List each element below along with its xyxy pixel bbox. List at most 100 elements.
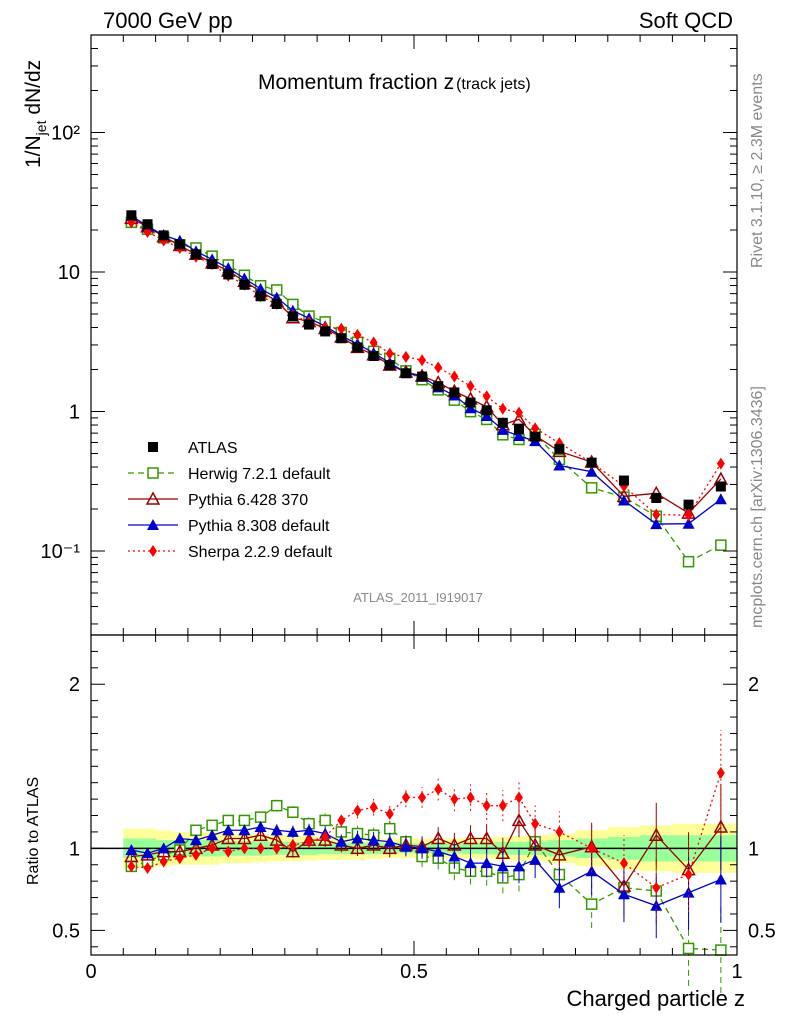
ratio-point-2-23 xyxy=(496,860,509,872)
main-point-2-26 xyxy=(553,459,566,471)
atlas-point-8 xyxy=(255,291,266,302)
ratio-point-3-30 xyxy=(684,868,693,881)
atlas-point-14 xyxy=(352,342,363,353)
legend-marker-4 xyxy=(149,545,157,557)
ratio-point-3-23 xyxy=(498,799,507,812)
ratio-point-3-14 xyxy=(353,804,362,817)
rtick-label-r-0: 0.5 xyxy=(748,920,776,942)
rivet-label: Rivet 3.1.10, ≥ 2.3M events xyxy=(749,73,766,268)
header-group: Soft QCD xyxy=(639,8,733,33)
main-point-3-18 xyxy=(418,354,427,367)
header-beam: 7000 GeV pp xyxy=(103,8,233,33)
ratio-point-3-22 xyxy=(482,799,491,812)
ratio-point-3-4 xyxy=(191,848,200,861)
legend-label-1: Herwig 7.2.1 default xyxy=(188,466,331,483)
atlas-point-17 xyxy=(400,368,411,379)
legend-label-2: Pythia 6.428 370 xyxy=(188,492,308,509)
atlas-point-21 xyxy=(465,397,476,408)
plot-title-main: Momentum fraction z xyxy=(258,71,454,94)
ratio-point-2-1 xyxy=(141,847,154,859)
ratio-point-3-21 xyxy=(466,791,475,804)
atlas-point-24 xyxy=(513,423,524,434)
ratio-point-0-9 xyxy=(270,799,283,812)
ratio-point-3-20 xyxy=(450,793,459,806)
main-point-3-17 xyxy=(401,350,410,363)
xtick-label-1: 0.5 xyxy=(400,961,428,983)
ratio-point-1-16 xyxy=(382,840,398,855)
xtick-label-2: 1 xyxy=(731,961,742,983)
main-point-0-30 xyxy=(682,555,695,568)
ytick-label-1: 1 xyxy=(69,402,80,424)
main-point-2-30 xyxy=(682,517,695,529)
ratio-point-3-19 xyxy=(434,783,443,796)
ratio-point-3-17 xyxy=(401,791,410,804)
legend-label-0: ATLAS xyxy=(188,440,238,457)
ratio-point-2-14 xyxy=(351,832,364,844)
ratio-point-0-6 xyxy=(222,814,235,827)
atlas-point-22 xyxy=(481,405,492,416)
atlas-point-25 xyxy=(530,431,541,442)
rtick-label-l-2: 2 xyxy=(69,674,80,696)
ratio-point-3-3 xyxy=(175,852,184,865)
main-point-3-24 xyxy=(514,406,523,419)
ratio-point-3-0 xyxy=(127,860,136,873)
main-point-2-29 xyxy=(650,518,663,530)
ratio-point-0-5 xyxy=(206,819,218,832)
ratio-point-2-22 xyxy=(480,857,493,869)
main-point-3-23 xyxy=(498,402,507,415)
ylabel-ratio: Ratio to ATLAS xyxy=(25,777,42,885)
ylabel-main: 1/Njet dN/dz xyxy=(22,60,49,168)
ratio-point-3-8 xyxy=(256,842,265,855)
ratio-point-3-24 xyxy=(514,791,523,804)
main-point-2-24 xyxy=(512,429,525,441)
ytick-label-0: 10⁻¹ xyxy=(41,541,81,563)
main-point-3-29 xyxy=(652,508,661,521)
atlas-point-5 xyxy=(207,259,218,270)
main-point-3-30 xyxy=(684,509,693,522)
ratio-point-1-24 xyxy=(511,812,527,827)
ratio-point-2-3 xyxy=(173,832,186,844)
ratio-point-0-7 xyxy=(238,814,251,827)
ratio-point-0-12 xyxy=(319,814,331,827)
main-point-2-28 xyxy=(617,494,630,506)
atlas-point-23 xyxy=(497,417,508,428)
atlas-point-13 xyxy=(336,333,347,344)
ratio-point-2-10 xyxy=(286,825,299,837)
ratio-point-2-7 xyxy=(238,824,251,836)
plot-title: Momentum fraction z (track jets) xyxy=(258,71,531,94)
legend-label-4: Sherpa 2.2.9 default xyxy=(188,544,333,561)
main-point-3-15 xyxy=(369,336,378,349)
atlas-point-3 xyxy=(174,239,185,250)
ratio-point-3-9 xyxy=(272,842,281,855)
ratio-point-3-13 xyxy=(337,814,346,827)
atlas-point-0 xyxy=(126,210,137,221)
atlas-point-6 xyxy=(223,269,234,280)
ratio-point-1-10 xyxy=(285,844,301,858)
ratio-point-3-28 xyxy=(619,857,628,870)
ratio-point-3-6 xyxy=(224,845,233,858)
main-point-2-8 xyxy=(254,282,267,294)
atlas-point-30 xyxy=(683,499,694,510)
ratio-point-2-19 xyxy=(432,845,445,857)
ratio-point-2-26 xyxy=(553,881,566,893)
main-point-2-31 xyxy=(714,493,727,505)
atlas-point-26 xyxy=(554,443,565,454)
ratio-frame xyxy=(90,634,738,956)
ytick-label-2: 10 xyxy=(58,262,80,284)
main-point-3-14 xyxy=(353,328,362,341)
atlas-point-11 xyxy=(304,319,315,330)
legend-marker-3 xyxy=(147,519,159,530)
atlas-point-27 xyxy=(586,457,597,468)
atlas-point-7 xyxy=(239,279,250,290)
xlabel: Charged particle z xyxy=(566,986,745,1011)
main-point-2-27 xyxy=(585,465,598,477)
ratio-point-0-4 xyxy=(190,824,202,837)
ratio-point-2-11 xyxy=(303,824,316,836)
legend-marker-2 xyxy=(145,491,161,505)
legend-marker-0 xyxy=(148,442,158,452)
atlas-point-29 xyxy=(651,492,662,503)
main-point-3-19 xyxy=(434,361,443,374)
ratio-point-3-1 xyxy=(143,862,152,875)
atlas-point-4 xyxy=(190,249,201,260)
